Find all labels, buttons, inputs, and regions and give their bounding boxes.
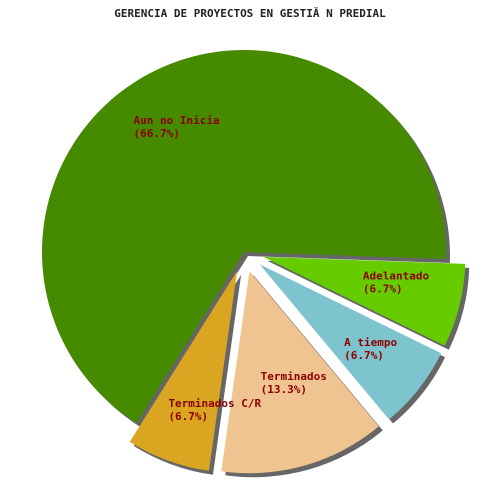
slice-aun-no-inicia xyxy=(41,49,447,424)
slice-a-tiempo xyxy=(259,264,442,420)
slice-label-terminados: Terminados (13.3%) xyxy=(261,370,327,396)
slice-label-aun-no-inicia: Aun no Inicia (66.7%) xyxy=(134,114,220,140)
slice-terminados-c-r xyxy=(129,270,238,471)
pie-slices xyxy=(41,49,466,474)
slice-labels: Aun no Inicia (66.7%) Terminados C/R (6.7%)… xyxy=(134,114,430,423)
slice-terminados xyxy=(221,271,379,474)
slice-adelantado xyxy=(263,256,466,346)
slice-label-a-tiempo: A tiempo (6.7%) xyxy=(344,336,397,362)
chart-title: GERENCIA DE PROYECTOS EN GESTIĂ N PREDIA… xyxy=(114,7,386,20)
slice-label-adelantado: Adelantado (6.7%) xyxy=(363,269,430,295)
slice-label-terminados-c-r: Terminados C/R (6.7%) xyxy=(168,397,261,423)
